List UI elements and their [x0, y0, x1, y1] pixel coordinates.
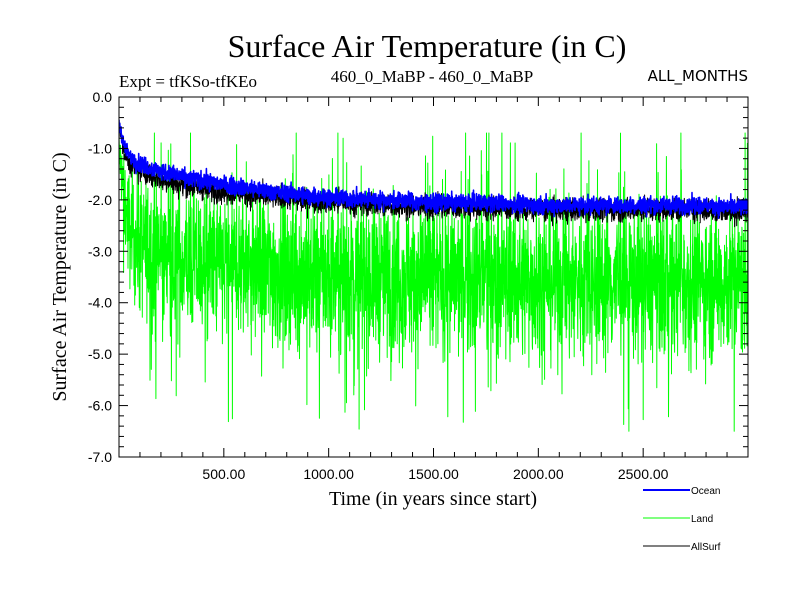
y-tick-label: -5.0 [88, 346, 112, 362]
y-tick-label: -2.0 [88, 192, 112, 208]
legend-label-ocean: Ocean [691, 486, 720, 497]
x-tick-label: 500.00 [202, 466, 245, 482]
chart-subtitle-center: 460_0_MaBP - 460_0_MaBP [331, 67, 533, 86]
legend: Ocean Land AllSurf [643, 486, 721, 553]
series-line-land [119, 132, 748, 432]
y-tick-label: -6.0 [88, 398, 112, 414]
y-tick-label: 0.0 [93, 89, 113, 105]
legend-label-allsurf: AllSurf [691, 542, 721, 553]
y-tick-label: -3.0 [88, 243, 112, 259]
x-tick-label: 2500.00 [618, 466, 669, 482]
chart-subtitle-left: Expt = tfKSo-tfKEo [119, 72, 257, 91]
chart-subtitle-right: ALL_MONTHS [648, 67, 748, 86]
x-tick-label: 2000.00 [513, 466, 564, 482]
y-tick-label: -4.0 [88, 295, 112, 311]
chart-title: Surface Air Temperature (in C) [228, 28, 627, 64]
legend-label-land: Land [691, 514, 713, 525]
y-axis-label: Surface Air Temperature (in C) [49, 152, 71, 401]
x-tick-label: 1500.00 [408, 466, 459, 482]
x-axis-label: Time (in years since start) [329, 488, 537, 510]
y-tick-label: -1.0 [88, 140, 112, 156]
ticks-layer: 500.00 1000.00 1500.00 2000.00 2500.00 0.0 -1.… [88, 89, 748, 482]
x-tick-label: 1000.00 [303, 466, 354, 482]
series-layer [119, 119, 748, 432]
y-tick-label: -7.0 [88, 449, 112, 465]
series-line-ocean [119, 119, 748, 220]
